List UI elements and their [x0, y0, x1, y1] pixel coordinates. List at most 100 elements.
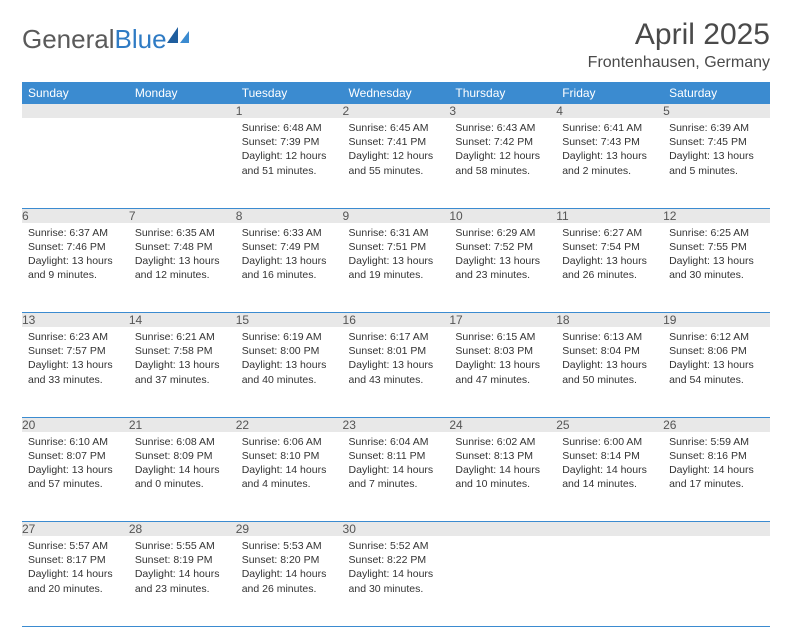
day-number: 13: [22, 313, 129, 328]
weekday-header: Tuesday: [236, 82, 343, 104]
day-content: Sunrise: 6:25 AMSunset: 7:55 PMDaylight:…: [663, 223, 770, 289]
week-row: Sunrise: 5:57 AMSunset: 8:17 PMDaylight:…: [22, 536, 770, 626]
day-content: Sunrise: 6:06 AMSunset: 8:10 PMDaylight:…: [236, 432, 343, 498]
brand-name: GeneralBlue: [22, 24, 167, 55]
day-number: 3: [449, 104, 556, 118]
day-cell: Sunrise: 5:55 AMSunset: 8:19 PMDaylight:…: [129, 536, 236, 626]
day-number: 7: [129, 208, 236, 223]
day-cell: Sunrise: 6:02 AMSunset: 8:13 PMDaylight:…: [449, 432, 556, 522]
day-number: 2: [343, 104, 450, 118]
week-row: Sunrise: 6:48 AMSunset: 7:39 PMDaylight:…: [22, 118, 770, 208]
day-number: 22: [236, 417, 343, 432]
week-row: Sunrise: 6:37 AMSunset: 7:46 PMDaylight:…: [22, 223, 770, 313]
day-cell: Sunrise: 6:04 AMSunset: 8:11 PMDaylight:…: [343, 432, 450, 522]
empty-cell: [129, 118, 236, 208]
day-cell: Sunrise: 6:33 AMSunset: 7:49 PMDaylight:…: [236, 223, 343, 313]
empty-cell: [449, 536, 556, 626]
day-number: 29: [236, 522, 343, 537]
day-number: 19: [663, 313, 770, 328]
day-cell: Sunrise: 6:35 AMSunset: 7:48 PMDaylight:…: [129, 223, 236, 313]
empty-daynum: [449, 522, 556, 537]
day-cell: Sunrise: 6:25 AMSunset: 7:55 PMDaylight:…: [663, 223, 770, 313]
header: GeneralBlue April 2025 Frontenhausen, Ge…: [22, 18, 770, 72]
day-number: 10: [449, 208, 556, 223]
daynum-row: 27282930: [22, 522, 770, 537]
day-cell: Sunrise: 5:57 AMSunset: 8:17 PMDaylight:…: [22, 536, 129, 626]
day-number: 5: [663, 104, 770, 118]
empty-daynum: [556, 522, 663, 537]
day-cell: Sunrise: 6:06 AMSunset: 8:10 PMDaylight:…: [236, 432, 343, 522]
day-cell: Sunrise: 6:27 AMSunset: 7:54 PMDaylight:…: [556, 223, 663, 313]
day-cell: Sunrise: 5:52 AMSunset: 8:22 PMDaylight:…: [343, 536, 450, 626]
day-cell: Sunrise: 6:41 AMSunset: 7:43 PMDaylight:…: [556, 118, 663, 208]
day-cell: Sunrise: 6:29 AMSunset: 7:52 PMDaylight:…: [449, 223, 556, 313]
day-cell: Sunrise: 6:39 AMSunset: 7:45 PMDaylight:…: [663, 118, 770, 208]
title-block: April 2025 Frontenhausen, Germany: [588, 18, 770, 72]
day-content: Sunrise: 6:17 AMSunset: 8:01 PMDaylight:…: [343, 327, 450, 393]
day-cell: Sunrise: 6:45 AMSunset: 7:41 PMDaylight:…: [343, 118, 450, 208]
day-content: Sunrise: 6:15 AMSunset: 8:03 PMDaylight:…: [449, 327, 556, 393]
daynum-row: 12345: [22, 104, 770, 118]
day-content: Sunrise: 6:08 AMSunset: 8:09 PMDaylight:…: [129, 432, 236, 498]
day-content: Sunrise: 6:13 AMSunset: 8:04 PMDaylight:…: [556, 327, 663, 393]
empty-cell: [556, 536, 663, 626]
day-number: 23: [343, 417, 450, 432]
weekday-header: Wednesday: [343, 82, 450, 104]
day-number: 21: [129, 417, 236, 432]
day-number: 15: [236, 313, 343, 328]
day-content: Sunrise: 6:39 AMSunset: 7:45 PMDaylight:…: [663, 118, 770, 184]
day-content: Sunrise: 6:27 AMSunset: 7:54 PMDaylight:…: [556, 223, 663, 289]
daynum-row: 6789101112: [22, 208, 770, 223]
day-number: 12: [663, 208, 770, 223]
day-content: Sunrise: 5:53 AMSunset: 8:20 PMDaylight:…: [236, 536, 343, 602]
brand-logo: GeneralBlue: [22, 24, 191, 55]
brand-name-b: Blue: [115, 24, 167, 54]
sail-icon: [167, 27, 191, 45]
day-content: Sunrise: 6:31 AMSunset: 7:51 PMDaylight:…: [343, 223, 450, 289]
day-content: Sunrise: 5:52 AMSunset: 8:22 PMDaylight:…: [343, 536, 450, 602]
day-number: 26: [663, 417, 770, 432]
day-content: Sunrise: 5:57 AMSunset: 8:17 PMDaylight:…: [22, 536, 129, 602]
day-number: 27: [22, 522, 129, 537]
weekday-header: Friday: [556, 82, 663, 104]
weekday-header: Monday: [129, 82, 236, 104]
empty-cell: [22, 118, 129, 208]
day-content: Sunrise: 6:02 AMSunset: 8:13 PMDaylight:…: [449, 432, 556, 498]
day-cell: Sunrise: 5:59 AMSunset: 8:16 PMDaylight:…: [663, 432, 770, 522]
day-number: 24: [449, 417, 556, 432]
day-cell: Sunrise: 6:15 AMSunset: 8:03 PMDaylight:…: [449, 327, 556, 417]
weekday-header: Thursday: [449, 82, 556, 104]
day-content: Sunrise: 6:41 AMSunset: 7:43 PMDaylight:…: [556, 118, 663, 184]
day-number: 17: [449, 313, 556, 328]
day-cell: Sunrise: 6:00 AMSunset: 8:14 PMDaylight:…: [556, 432, 663, 522]
day-cell: Sunrise: 6:12 AMSunset: 8:06 PMDaylight:…: [663, 327, 770, 417]
day-number: 6: [22, 208, 129, 223]
empty-daynum: [129, 104, 236, 118]
day-number: 9: [343, 208, 450, 223]
day-cell: Sunrise: 6:21 AMSunset: 7:58 PMDaylight:…: [129, 327, 236, 417]
day-cell: Sunrise: 6:13 AMSunset: 8:04 PMDaylight:…: [556, 327, 663, 417]
day-number: 1: [236, 104, 343, 118]
day-content: Sunrise: 6:21 AMSunset: 7:58 PMDaylight:…: [129, 327, 236, 393]
day-cell: Sunrise: 6:08 AMSunset: 8:09 PMDaylight:…: [129, 432, 236, 522]
day-content: Sunrise: 6:04 AMSunset: 8:11 PMDaylight:…: [343, 432, 450, 498]
day-cell: Sunrise: 5:53 AMSunset: 8:20 PMDaylight:…: [236, 536, 343, 626]
day-cell: Sunrise: 6:10 AMSunset: 8:07 PMDaylight:…: [22, 432, 129, 522]
day-cell: Sunrise: 6:17 AMSunset: 8:01 PMDaylight:…: [343, 327, 450, 417]
day-number: 8: [236, 208, 343, 223]
day-number: 25: [556, 417, 663, 432]
empty-daynum: [22, 104, 129, 118]
day-cell: Sunrise: 6:37 AMSunset: 7:46 PMDaylight:…: [22, 223, 129, 313]
day-content: Sunrise: 6:23 AMSunset: 7:57 PMDaylight:…: [22, 327, 129, 393]
day-content: Sunrise: 6:12 AMSunset: 8:06 PMDaylight:…: [663, 327, 770, 393]
empty-cell: [663, 536, 770, 626]
day-content: Sunrise: 5:59 AMSunset: 8:16 PMDaylight:…: [663, 432, 770, 498]
day-number: 14: [129, 313, 236, 328]
day-content: Sunrise: 6:19 AMSunset: 8:00 PMDaylight:…: [236, 327, 343, 393]
daynum-row: 13141516171819: [22, 313, 770, 328]
day-content: Sunrise: 6:00 AMSunset: 8:14 PMDaylight:…: [556, 432, 663, 498]
day-number: 20: [22, 417, 129, 432]
day-cell: Sunrise: 6:19 AMSunset: 8:00 PMDaylight:…: [236, 327, 343, 417]
day-content: Sunrise: 6:29 AMSunset: 7:52 PMDaylight:…: [449, 223, 556, 289]
day-content: Sunrise: 6:35 AMSunset: 7:48 PMDaylight:…: [129, 223, 236, 289]
